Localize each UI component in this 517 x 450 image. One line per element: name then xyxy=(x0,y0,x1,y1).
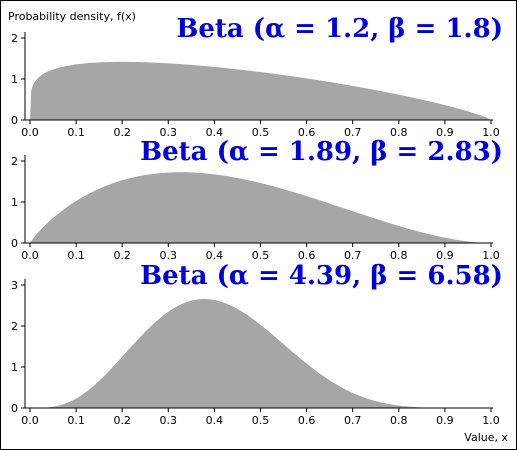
x-tick-label: 0.4 xyxy=(206,126,224,139)
y-tick-label: 2 xyxy=(11,320,18,333)
x-tick-label: 0.9 xyxy=(436,126,454,139)
panel-title: Beta (α = 4.39, β = 6.58) xyxy=(140,261,503,291)
x-tick-label: 1.0 xyxy=(482,126,500,139)
density-area xyxy=(30,299,491,408)
panel-title: Beta (α = 1.89, β = 2.83) xyxy=(140,137,503,167)
x-tick-label: 0.6 xyxy=(298,126,316,139)
x-tick-label: 0.4 xyxy=(206,249,224,262)
x-tick-label: 0.2 xyxy=(113,414,131,427)
y-axis-label: Probability density, f(x) xyxy=(8,10,136,23)
x-tick-label: 0.0 xyxy=(21,249,39,262)
y-tick-label: 0 xyxy=(11,237,18,250)
x-tick-label: 0.5 xyxy=(252,414,270,427)
y-tick-label: 2 xyxy=(11,155,18,168)
x-tick-label: 0.5 xyxy=(252,126,270,139)
x-tick-label: 0.9 xyxy=(436,414,454,427)
x-tick-label: 0.0 xyxy=(21,414,39,427)
x-tick-label: 0.2 xyxy=(113,249,131,262)
x-axis-label: Value, x xyxy=(464,431,508,444)
density-area xyxy=(30,61,491,120)
x-tick-label: 0.1 xyxy=(67,126,85,139)
x-tick-label: 1.0 xyxy=(482,414,500,427)
y-tick-label: 3 xyxy=(11,279,18,292)
panels: 0.0 0.1 0.2 0.3 0.4 0.5 0.6 0.7 0.8 0.9 1.0 0 1 2 Beta… xyxy=(11,14,503,427)
x-tick-label: 0.6 xyxy=(298,414,316,427)
x-tick-label: 0.4 xyxy=(206,414,224,427)
y-tick-label: 0 xyxy=(11,402,18,415)
panel-title: Beta (α = 1.2, β = 1.8) xyxy=(176,14,503,44)
x-tick-label: 0.7 xyxy=(344,249,362,262)
x-tick-label: 0.8 xyxy=(390,414,408,427)
x-tick-label: 0.1 xyxy=(67,414,85,427)
y-tick-label: 1 xyxy=(11,196,18,209)
x-tick-label: 0.3 xyxy=(160,414,178,427)
x-tick-label: 0.9 xyxy=(436,249,454,262)
y-tick-label: 1 xyxy=(11,361,18,374)
y-tick-label: 0 xyxy=(11,114,18,127)
y-tick-label: 2 xyxy=(11,32,18,45)
x-tick-label: 0.3 xyxy=(160,249,178,262)
panel-1: 0.0 0.1 0.2 0.3 0.4 0.5 0.6 0.7 0.8 0.9 1.0 0 1 2 Beta… xyxy=(11,14,503,139)
panel-3: 0.0 0.1 0.2 0.3 0.4 0.5 0.6 0.7 0.8 0.9 1.0 0 1 2 3 Bet… xyxy=(11,261,503,427)
x-tick-label: 0.7 xyxy=(344,414,362,427)
y-tick-label: 1 xyxy=(11,73,18,86)
panel-2: 0.0 0.1 0.2 0.3 0.4 0.5 0.6 0.7 0.8 0.9 1.0 0 1 2 Beta… xyxy=(11,137,503,262)
x-tick-label: 0.3 xyxy=(160,126,178,139)
x-tick-label: 0.7 xyxy=(344,126,362,139)
x-tick-label: 0.1 xyxy=(67,249,85,262)
x-tick-label: 0.0 xyxy=(21,126,39,139)
x-tick-label: 0.8 xyxy=(390,249,408,262)
x-tick-label: 1.0 xyxy=(482,249,500,262)
x-tick-label: 0.2 xyxy=(113,126,131,139)
x-tick-label: 0.6 xyxy=(298,249,316,262)
x-tick-label: 0.8 xyxy=(390,126,408,139)
x-tick-label: 0.5 xyxy=(252,249,270,262)
density-area xyxy=(30,172,491,243)
